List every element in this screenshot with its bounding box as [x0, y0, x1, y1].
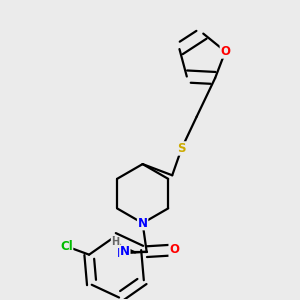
Text: H: H	[111, 237, 119, 247]
Text: H: H	[117, 248, 125, 258]
Text: O: O	[169, 244, 179, 256]
Text: O: O	[220, 45, 230, 58]
Text: N: N	[120, 245, 130, 258]
Text: N: N	[116, 247, 127, 260]
Text: S: S	[177, 142, 186, 155]
Text: Cl: Cl	[60, 240, 73, 253]
Text: N: N	[138, 217, 148, 230]
